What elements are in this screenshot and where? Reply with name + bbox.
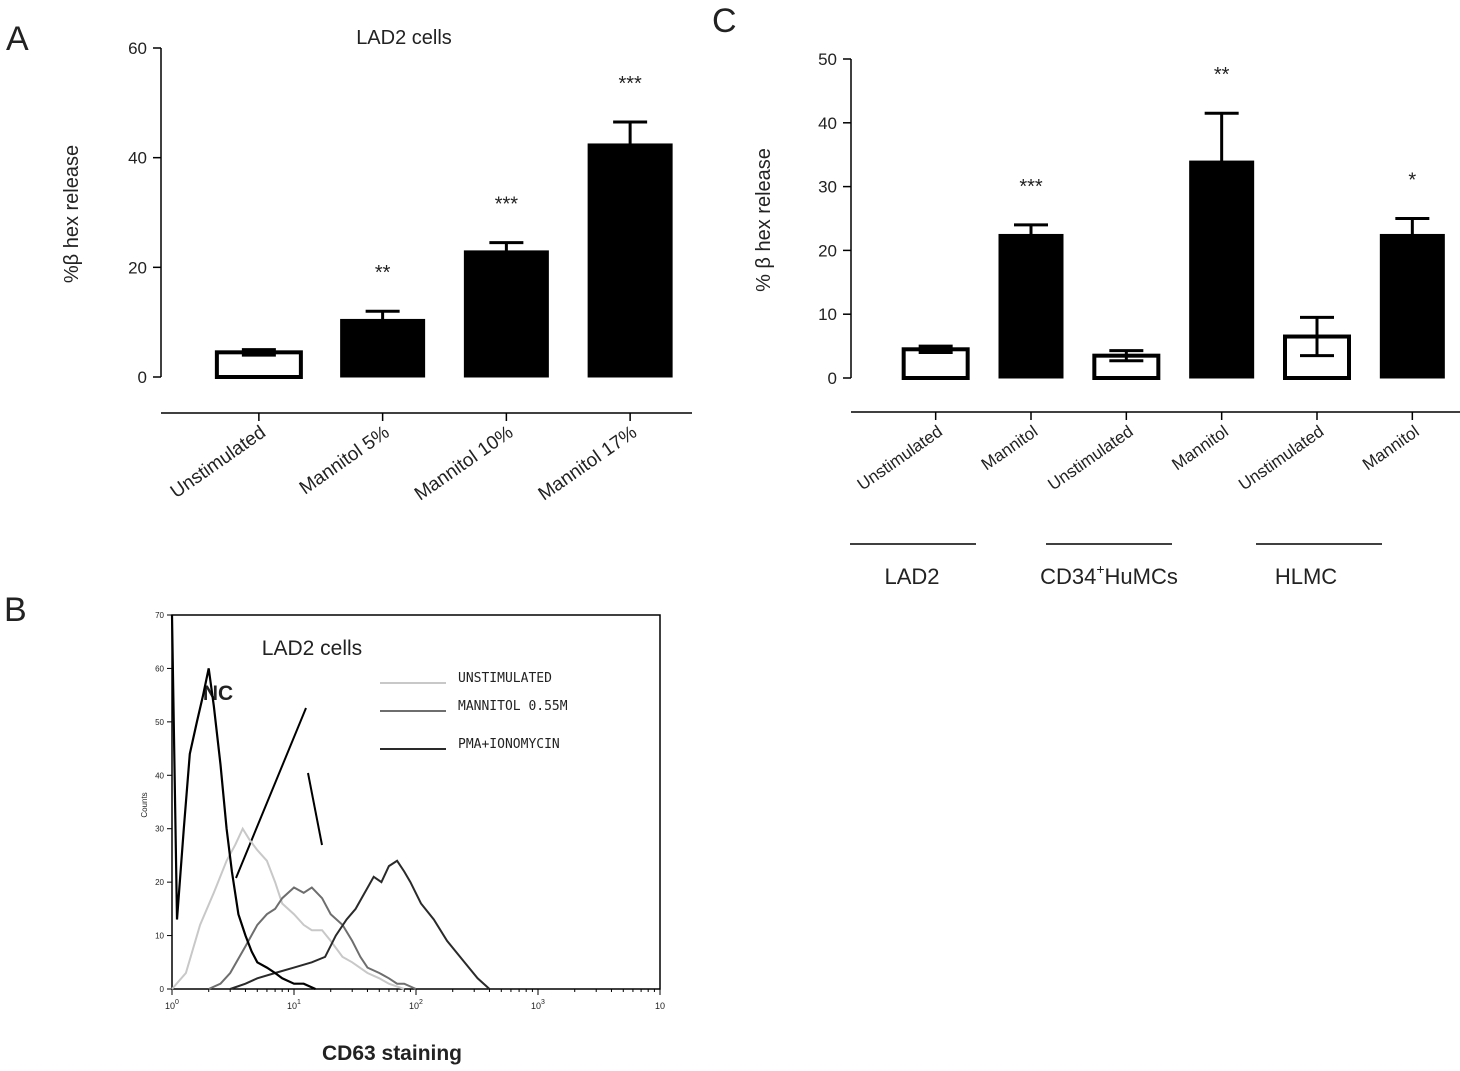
panel-label-b: B [4,591,27,629]
y-tick-label: 10 [818,305,837,324]
x-tick-label: 102 [409,999,423,1011]
y-tick-label: 20 [818,241,837,260]
x-tick-label: Mannitol 5% [296,422,394,499]
x-tick-label: Unstimulated [167,422,270,503]
bar [587,143,673,378]
y-tick-label: 40 [128,149,147,168]
pointer-line-2 [307,772,323,846]
series-nc [170,614,316,991]
x-tick-exp: 1 [297,999,301,1006]
x-tick-label: 100 [165,999,179,1011]
x-tick-label: 10 [655,1001,665,1011]
legend-label: UNSTIMULATED [458,671,552,686]
y-tick-label: 60 [155,664,164,673]
x-tick-label: Mannitol 17% [535,422,641,505]
nc-annotation: NC [203,682,233,705]
x-tick-label: Mannitol 10% [411,422,517,505]
group-label-cd34-rest: HuMCs [1105,564,1178,589]
significance-label: *** [1019,176,1043,198]
y-tick-label: 40 [818,114,837,133]
panel-label-a: A [6,20,29,58]
y-tick-label: 30 [818,178,837,197]
y-tick-label: 20 [128,258,147,277]
x-tick-base: 10 [287,1001,297,1011]
series-unstimulated [171,826,405,990]
panel-c-ylabel: % β hex release [753,148,775,292]
y-tick-label: 60 [128,39,147,58]
bar [1189,160,1255,379]
y-tick-label: 20 [155,878,164,887]
y-tick-label: 10 [155,932,164,941]
y-tick-label: 50 [155,718,164,727]
series-pma-ionomycin [229,859,491,990]
x-tick-label: Mannitol [978,422,1042,474]
y-tick-label: 30 [155,825,164,834]
panel-a-bar-chart: LAD2 cells %β hex release 0 20 40 60 Unstimu… [61,27,692,505]
panel-a-ylabel: %β hex release [61,145,83,283]
x-tick-exp: 2 [419,999,423,1006]
y-tick-label: 0 [828,369,837,388]
x-tick-exp: 0 [175,999,179,1006]
x-tick-label: 103 [531,999,545,1011]
panel-b-ylabel: Counts [140,792,149,817]
panel-a-title: LAD2 cells [356,27,452,49]
x-tick-label: 101 [287,999,301,1011]
group-label-cd34-main: CD34 [1040,564,1096,589]
x-tick-base: 10 [531,1001,541,1011]
x-tick-exp: 3 [541,999,545,1006]
y-tick-label: 0 [138,368,147,387]
group-label-cd34: CD34+HuMCs [1040,561,1178,589]
group-label-cd34-sup: + [1096,561,1104,577]
x-tick-label: Mannitol [1168,422,1232,474]
y-tick-label: 70 [155,611,164,620]
significance-label: *** [495,194,519,216]
significance-label: ** [1214,64,1230,86]
bar [998,233,1064,379]
panel-b-title: LAD2 cells [262,637,362,660]
series-mannitol-0-55m [208,886,417,990]
legend-label: MANNITOL 0.55M [458,699,568,714]
x-tick-label: Unstimulated [1235,422,1327,494]
x-tick-label: Unstimulated [1044,422,1136,494]
x-tick-base: 10 [655,1001,665,1011]
panel-label-c: C [712,2,737,40]
x-tick-label: Unstimulated [854,422,946,494]
bar [1379,233,1445,379]
significance-label: *** [618,73,642,95]
significance-label: ** [375,262,391,284]
x-tick-label: Mannitol [1359,422,1423,474]
y-tick-label: 50 [818,50,837,69]
legend-label: PMA+IONOMYCIN [458,737,560,752]
panel-b-xlabel: CD63 staining [322,1042,462,1065]
y-tick-label: 0 [160,985,165,994]
y-tick-label: 40 [155,771,164,780]
panel-c-bar-chart: % β hex release LAD2 CD34+HuMCs HLMC 0 10… [753,50,1460,589]
pointer-line-1 [235,707,307,879]
x-tick-base: 10 [165,1001,175,1011]
x-tick-base: 10 [409,1001,419,1011]
group-label-lad2: LAD2 [884,564,939,589]
significance-label: * [1408,170,1416,192]
group-label-hlmc: HLMC [1275,564,1337,589]
bar [340,318,426,378]
bar [463,250,549,378]
panel-b-histogram: LAD2 cells CD63 staining Counts NC 01020… [140,611,665,1065]
